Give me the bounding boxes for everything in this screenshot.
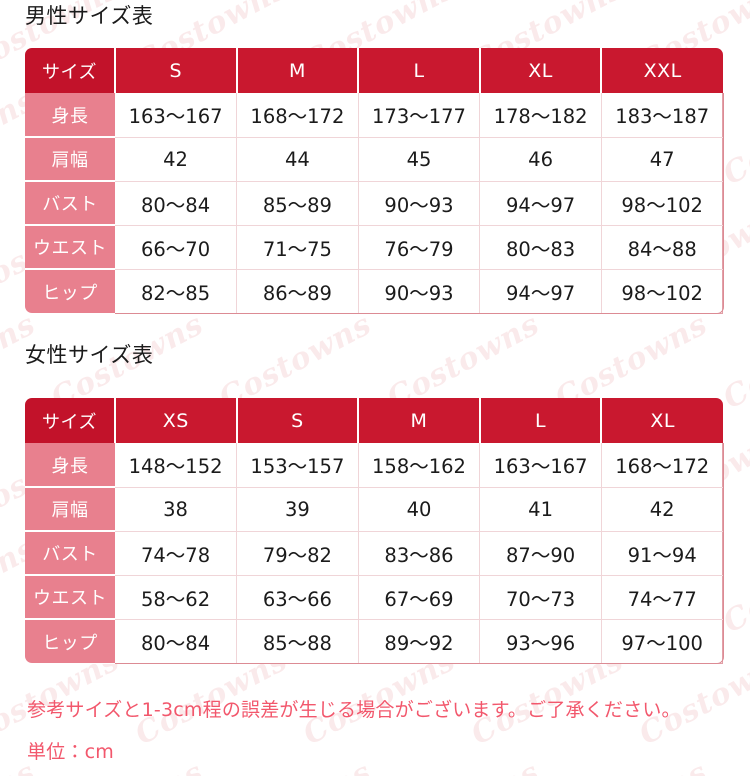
cell-height-xs: 148〜152	[115, 443, 238, 488]
cell-height-xl: 168〜172	[601, 443, 724, 488]
cell-hip-s: 82〜85	[115, 269, 238, 314]
header-col-xs: XS	[115, 398, 238, 443]
cell-shoulder-m: 40	[358, 487, 481, 532]
cell-waist-l: 76〜79	[358, 225, 481, 270]
table-row: 身長 148〜152 153〜157 158〜162 163〜167 168〜1…	[25, 443, 724, 488]
header-col-l: L	[479, 398, 603, 443]
cell-waist-xl: 74〜77	[601, 575, 724, 620]
cell-hip-xxl: 98〜102	[601, 269, 724, 314]
table-row: ヒップ 82〜85 86〜89 90〜93 94〜97 98〜102	[25, 269, 724, 314]
cell-waist-s: 66〜70	[115, 225, 238, 270]
tolerance-note: 参考サイズと1-3cm程の誤差が生じる場合がございます。ご了承ください。	[27, 699, 681, 721]
header-size-label: サイズ	[25, 398, 116, 443]
table-row: 身長 163〜167 168〜172 173〜177 178〜182 183〜1…	[25, 93, 724, 138]
male-size-table: サイズ S M L XL XXL 身長 163〜167 168〜172 173〜…	[25, 48, 724, 314]
cell-waist-m: 67〜69	[358, 575, 481, 620]
cell-bust-s: 79〜82	[236, 531, 359, 576]
cell-shoulder-xxl: 47	[601, 137, 724, 182]
cell-hip-xs: 80〜84	[115, 619, 238, 664]
cell-waist-xl: 80〜83	[479, 225, 602, 270]
cell-shoulder-l: 41	[479, 487, 602, 532]
header-col-m: M	[236, 48, 360, 93]
row-label-waist: ウエスト	[25, 575, 115, 620]
cell-height-l: 173〜177	[358, 93, 481, 138]
cell-height-xxl: 183〜187	[601, 93, 724, 138]
row-label-shoulder: 肩幅	[25, 137, 115, 182]
female-size-chart-title: 女性サイズ表	[25, 343, 154, 367]
header-col-l: L	[358, 48, 481, 93]
cell-bust-xs: 74〜78	[115, 531, 238, 576]
row-label-bust: バスト	[25, 181, 115, 226]
row-label-height: 身長	[25, 93, 115, 138]
cell-waist-xs: 58〜62	[115, 575, 238, 620]
cell-shoulder-l: 45	[358, 137, 481, 182]
cell-hip-xl: 97〜100	[601, 619, 724, 664]
female-size-table: サイズ XS S M L XL 身長 148〜152 153〜157 158〜1…	[25, 398, 724, 664]
header-col-xxl: XXL	[601, 48, 723, 93]
unit-note: 単位：cm	[27, 741, 114, 763]
cell-bust-xxl: 98〜102	[601, 181, 724, 226]
row-label-bust: バスト	[25, 531, 115, 576]
cell-height-m: 158〜162	[358, 443, 481, 488]
header-col-m: M	[358, 398, 481, 443]
cell-shoulder-s: 39	[236, 487, 359, 532]
cell-bust-xl: 91〜94	[601, 531, 724, 576]
header-size-label: サイズ	[25, 48, 116, 93]
row-label-shoulder: 肩幅	[25, 487, 115, 532]
row-label-hip: ヒップ	[25, 619, 115, 663]
cell-hip-xl: 94〜97	[479, 269, 602, 314]
table-row: ヒップ 80〜84 85〜88 89〜92 93〜96 97〜100	[25, 619, 724, 664]
male-size-chart-title: 男性サイズ表	[25, 4, 154, 28]
row-label-hip: ヒップ	[25, 269, 115, 313]
table-row: バスト 80〜84 85〜89 90〜93 94〜97 98〜102	[25, 181, 724, 226]
cell-height-s: 153〜157	[236, 443, 359, 488]
header-col-xl: XL	[479, 48, 603, 93]
cell-hip-l: 93〜96	[479, 619, 602, 664]
cell-shoulder-m: 44	[236, 137, 359, 182]
cell-height-xl: 178〜182	[479, 93, 602, 138]
cell-height-s: 163〜167	[115, 93, 238, 138]
cell-bust-s: 80〜84	[115, 181, 238, 226]
cell-hip-l: 90〜93	[358, 269, 481, 314]
table-row: 肩幅 38 39 40 41 42	[25, 487, 724, 532]
cell-waist-l: 70〜73	[479, 575, 602, 620]
table-row: ウエスト 66〜70 71〜75 76〜79 80〜83 84〜88	[25, 225, 724, 270]
row-label-waist: ウエスト	[25, 225, 115, 270]
cell-shoulder-s: 42	[115, 137, 238, 182]
cell-hip-m: 89〜92	[358, 619, 481, 664]
table-header-row: サイズ XS S M L XL	[25, 398, 723, 443]
cell-bust-xl: 94〜97	[479, 181, 602, 226]
table-row: バスト 74〜78 79〜82 83〜86 87〜90 91〜94	[25, 531, 724, 576]
cell-bust-l: 90〜93	[358, 181, 481, 226]
cell-hip-m: 86〜89	[236, 269, 359, 314]
table-header-row: サイズ S M L XL XXL	[25, 48, 723, 93]
cell-hip-s: 85〜88	[236, 619, 359, 664]
cell-shoulder-xl: 46	[479, 137, 602, 182]
row-label-height: 身長	[25, 443, 115, 488]
header-col-xl: XL	[601, 398, 723, 443]
cell-height-m: 168〜172	[236, 93, 359, 138]
cell-bust-m: 85〜89	[236, 181, 359, 226]
cell-waist-m: 71〜75	[236, 225, 359, 270]
cell-shoulder-xs: 38	[115, 487, 238, 532]
header-col-s: S	[236, 398, 360, 443]
cell-height-l: 163〜167	[479, 443, 602, 488]
header-col-s: S	[115, 48, 238, 93]
cell-bust-l: 87〜90	[479, 531, 602, 576]
cell-shoulder-xl: 42	[601, 487, 724, 532]
cell-waist-s: 63〜66	[236, 575, 359, 620]
table-row: 肩幅 42 44 45 46 47	[25, 137, 724, 182]
cell-bust-m: 83〜86	[358, 531, 481, 576]
table-row: ウエスト 58〜62 63〜66 67〜69 70〜73 74〜77	[25, 575, 724, 620]
cell-waist-xxl: 84〜88	[601, 225, 724, 270]
